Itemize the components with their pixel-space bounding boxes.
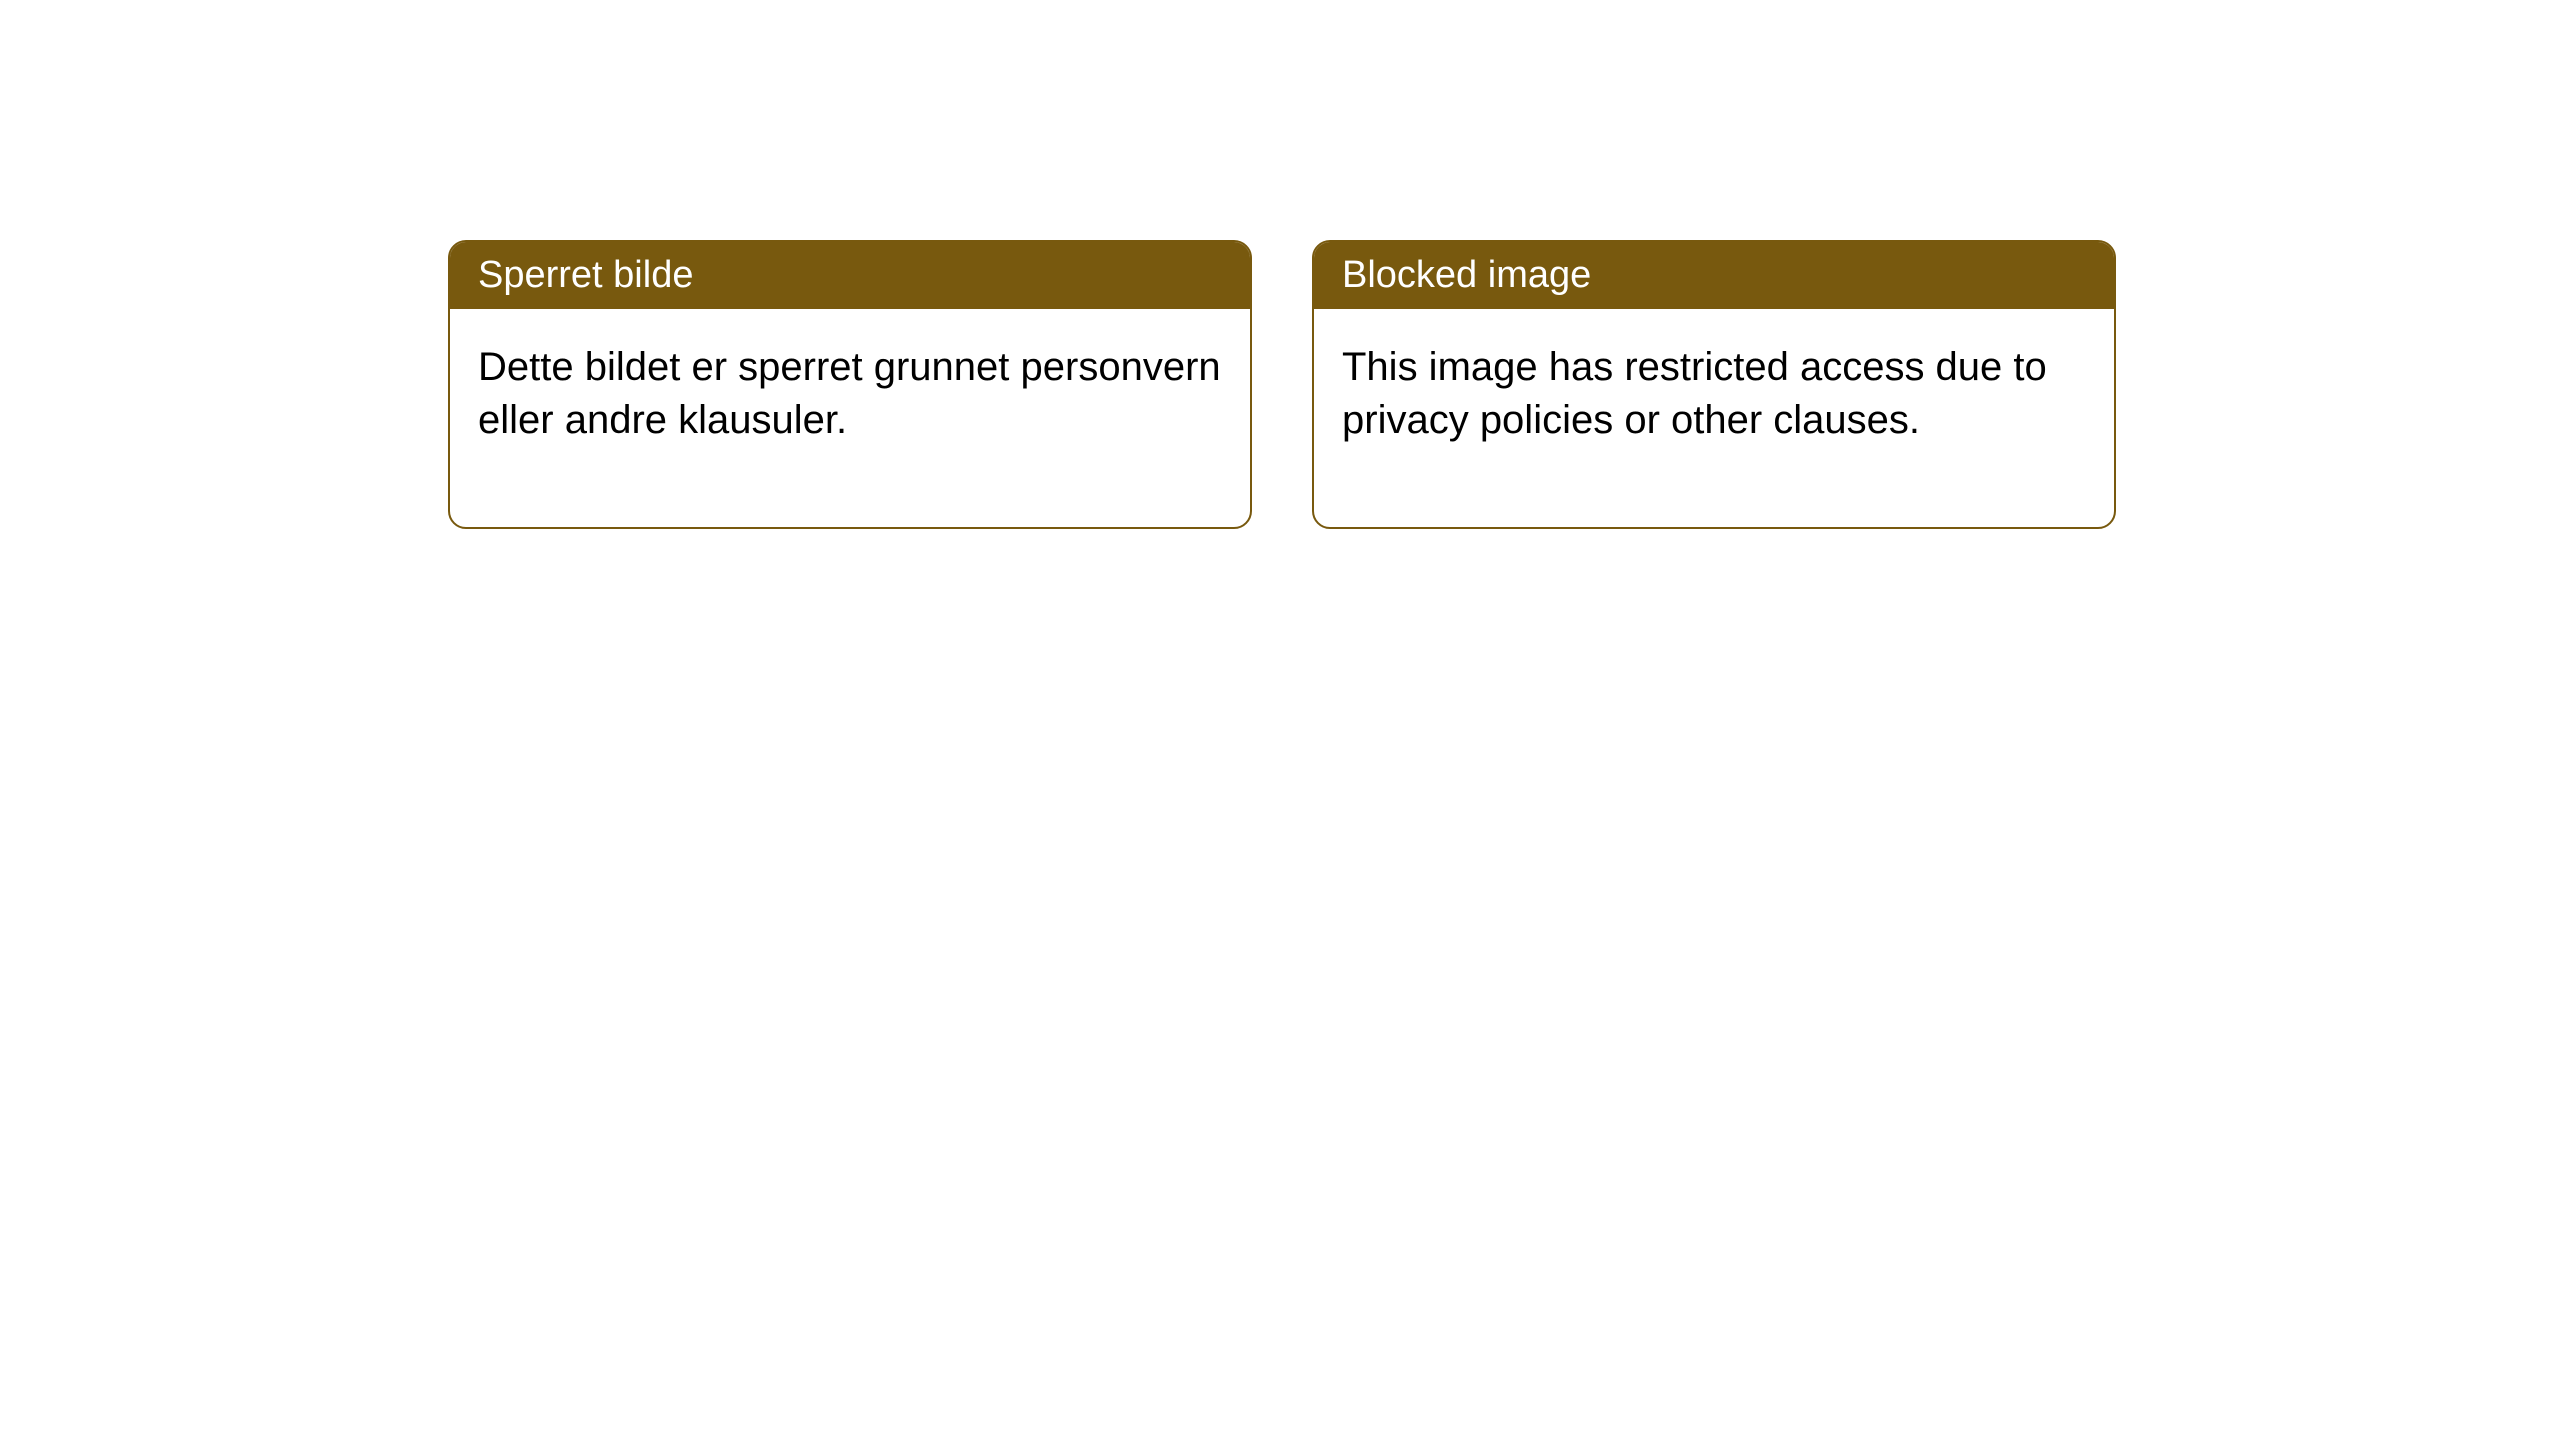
notice-container: Sperret bilde Dette bildet er sperret gr… xyxy=(448,240,2116,529)
notice-title: Sperret bilde xyxy=(478,254,693,296)
notice-body-text: Dette bildet er sperret grunnet personve… xyxy=(478,345,1221,442)
notice-body: Dette bildet er sperret grunnet personve… xyxy=(450,309,1250,527)
notice-header: Sperret bilde xyxy=(450,242,1250,309)
notice-card-norwegian: Sperret bilde Dette bildet er sperret gr… xyxy=(448,240,1252,529)
notice-title: Blocked image xyxy=(1342,254,1591,296)
notice-header: Blocked image xyxy=(1314,242,2114,309)
notice-card-english: Blocked image This image has restricted … xyxy=(1312,240,2116,529)
notice-body: This image has restricted access due to … xyxy=(1314,309,2114,527)
notice-body-text: This image has restricted access due to … xyxy=(1342,345,2047,442)
